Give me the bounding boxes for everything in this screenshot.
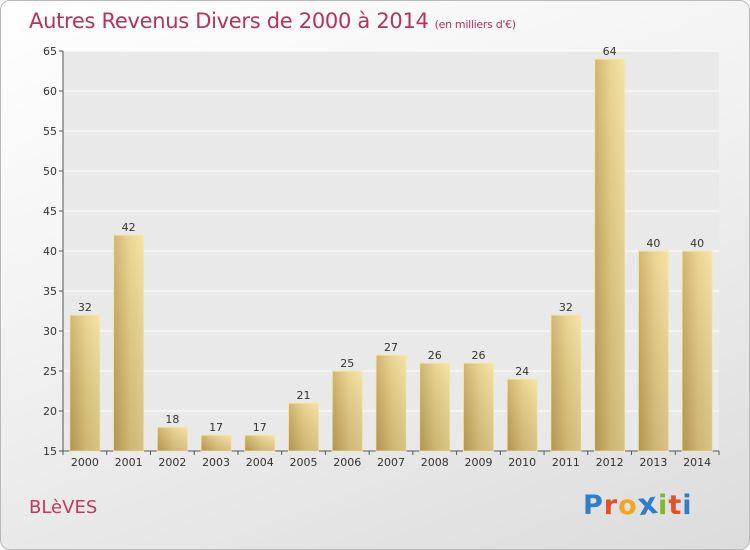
y-tick-label: 45 [43,205,57,218]
x-tick-label-2005: 2005 [290,456,318,469]
x-tick-label-2000: 2000 [71,456,99,469]
x-tick-label-2012: 2012 [596,456,624,469]
y-tick-label: 35 [43,285,57,298]
x-tick-label-2007: 2007 [377,456,405,469]
y-tick-label: 20 [43,405,57,418]
logo-letter: t [668,490,683,521]
logo-letter: P [583,490,604,521]
logo-letter: i [682,490,693,521]
logo-letter: o [618,490,638,521]
y-tick-label: 15 [43,445,57,458]
bar-shade-2008 [419,363,450,451]
x-tick-label-2001: 2001 [115,456,143,469]
value-label-2013: 40 [646,237,660,250]
bar-shade-2001 [113,235,144,451]
x-tick-label-2009: 2009 [464,456,492,469]
bar-shade-2014 [682,251,713,451]
chart-title-text: Autres Revenus Divers de 2000 à 2014 [29,9,429,33]
chart-subtitle: (en milliers d'€) [434,18,516,31]
y-tick-label: 25 [43,365,57,378]
y-tick-label: 65 [43,45,57,58]
x-tick-label-2011: 2011 [552,456,580,469]
value-label-2014: 40 [690,237,704,250]
value-label-2007: 27 [384,341,398,354]
value-label-2005: 21 [297,389,311,402]
value-label-2001: 42 [122,221,136,234]
value-label-2008: 26 [428,349,442,362]
value-label-2003: 17 [209,421,223,434]
bar-shade-2009 [463,363,494,451]
value-label-2009: 26 [471,349,485,362]
bar-shade-2005 [288,403,319,451]
bar-shade-2010 [507,379,538,451]
bar-shade-2007 [376,355,406,451]
value-label-2006: 25 [340,357,354,370]
value-label-2011: 32 [559,301,573,314]
value-label-2004: 17 [253,421,267,434]
bar-shade-2012 [594,59,625,451]
y-tick-label: 30 [43,325,57,338]
bar-shade-2003 [201,435,232,451]
value-label-2000: 32 [78,301,92,314]
proxiti-logo: Proxiti [583,485,693,524]
chart-title: Autres Revenus Divers de 2000 à 2014 (en … [29,9,516,33]
x-tick-label-2010: 2010 [508,456,536,469]
value-label-2012: 64 [603,45,617,58]
x-tick-label-2014: 2014 [683,456,711,469]
y-tick-label: 55 [43,125,57,138]
location-label: BLèVES [29,497,98,518]
x-tick-label-2008: 2008 [421,456,449,469]
logo-letter: i [658,490,669,521]
bar-shade-2002 [157,427,188,451]
y-tick-label: 50 [43,165,57,178]
bar-shade-2006 [332,371,363,451]
value-label-2002: 18 [165,413,179,426]
x-tick-label-2004: 2004 [246,456,274,469]
x-tick-label-2003: 2003 [202,456,230,469]
x-tick-label-2006: 2006 [333,456,361,469]
x-tick-label-2013: 2013 [639,456,667,469]
bar-shade-2013 [638,251,669,451]
bar-shade-2011 [550,315,581,451]
logo-letter: x [635,485,661,524]
x-tick-label-2002: 2002 [158,456,186,469]
logo-letter: r [603,490,619,521]
bar-shade-2000 [69,315,100,451]
bar-shade-2004 [244,435,275,451]
y-tick-label: 40 [43,245,57,258]
y-tick-label: 60 [43,85,57,98]
value-label-2010: 24 [515,365,529,378]
